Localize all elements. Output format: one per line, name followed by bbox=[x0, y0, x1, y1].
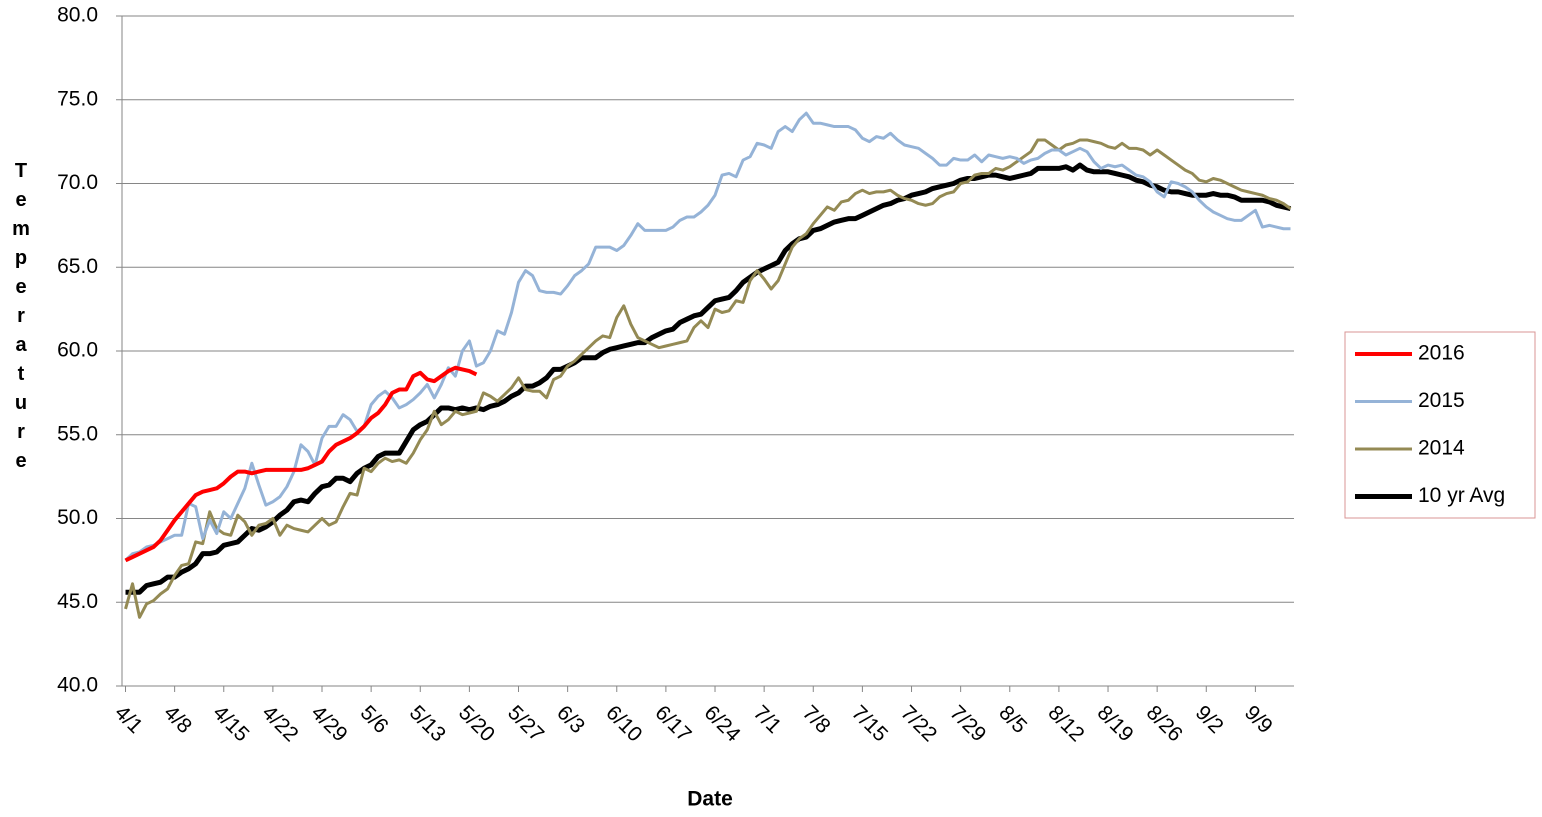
y-tick-label: 45.0 bbox=[57, 590, 98, 613]
x-tick-label: 5/27 bbox=[503, 701, 548, 746]
x-tick-label: 6/10 bbox=[601, 701, 646, 746]
x-tick-label: 8/19 bbox=[1093, 701, 1138, 746]
x-tick-label: 5/6 bbox=[356, 701, 393, 738]
x-tick-label: 8/5 bbox=[994, 701, 1031, 738]
y-tick-label: 50.0 bbox=[57, 506, 98, 529]
x-tick-label: 5/20 bbox=[454, 701, 499, 746]
series-line bbox=[124, 138, 1292, 619]
x-tick-label: 7/15 bbox=[847, 701, 892, 746]
x-tick-label: 9/2 bbox=[1191, 701, 1228, 738]
x-tick-label: 4/15 bbox=[208, 701, 253, 746]
x-tick-label: 8/12 bbox=[1043, 701, 1088, 746]
x-tick-label: 7/22 bbox=[896, 701, 941, 746]
x-tick-label: 4/22 bbox=[257, 701, 302, 746]
x-tick-label: 4/8 bbox=[159, 701, 196, 738]
y-tick-label: 80.0 bbox=[57, 4, 98, 27]
y-axis-label: Temperature bbox=[10, 160, 32, 479]
y-tick-label: 70.0 bbox=[57, 171, 98, 194]
x-tick-label: 8/26 bbox=[1142, 701, 1187, 746]
y-tick-label: 75.0 bbox=[57, 87, 98, 110]
series-line bbox=[124, 365, 478, 563]
x-tick-label: 5/13 bbox=[405, 701, 450, 746]
x-tick-label: 6/3 bbox=[552, 701, 589, 738]
legend-label: 2016 bbox=[1418, 342, 1465, 365]
legend-label: 2014 bbox=[1418, 437, 1465, 460]
x-tick-label: 6/17 bbox=[650, 701, 695, 746]
legend-box bbox=[1344, 331, 1536, 519]
x-tick-label: 9/9 bbox=[1240, 701, 1277, 738]
y-tick-label: 40.0 bbox=[57, 674, 98, 697]
y-tick-label: 55.0 bbox=[57, 422, 98, 445]
x-tick-label: 4/1 bbox=[110, 701, 147, 738]
x-tick-label: 7/8 bbox=[798, 701, 835, 738]
y-tick-label: 60.0 bbox=[57, 339, 98, 362]
series-line bbox=[125, 162, 1292, 595]
x-tick-label: 7/29 bbox=[945, 701, 990, 746]
x-tick-label: 4/29 bbox=[307, 701, 352, 746]
legend-label: 2015 bbox=[1418, 389, 1465, 412]
x-axis-label: Date bbox=[687, 788, 733, 811]
series-line bbox=[124, 111, 1291, 562]
x-tick-label: 7/1 bbox=[749, 701, 786, 738]
legend-label: 10 yr Avg bbox=[1418, 484, 1505, 507]
y-tick-label: 65.0 bbox=[57, 255, 98, 278]
x-tick-label: 6/24 bbox=[700, 701, 745, 746]
